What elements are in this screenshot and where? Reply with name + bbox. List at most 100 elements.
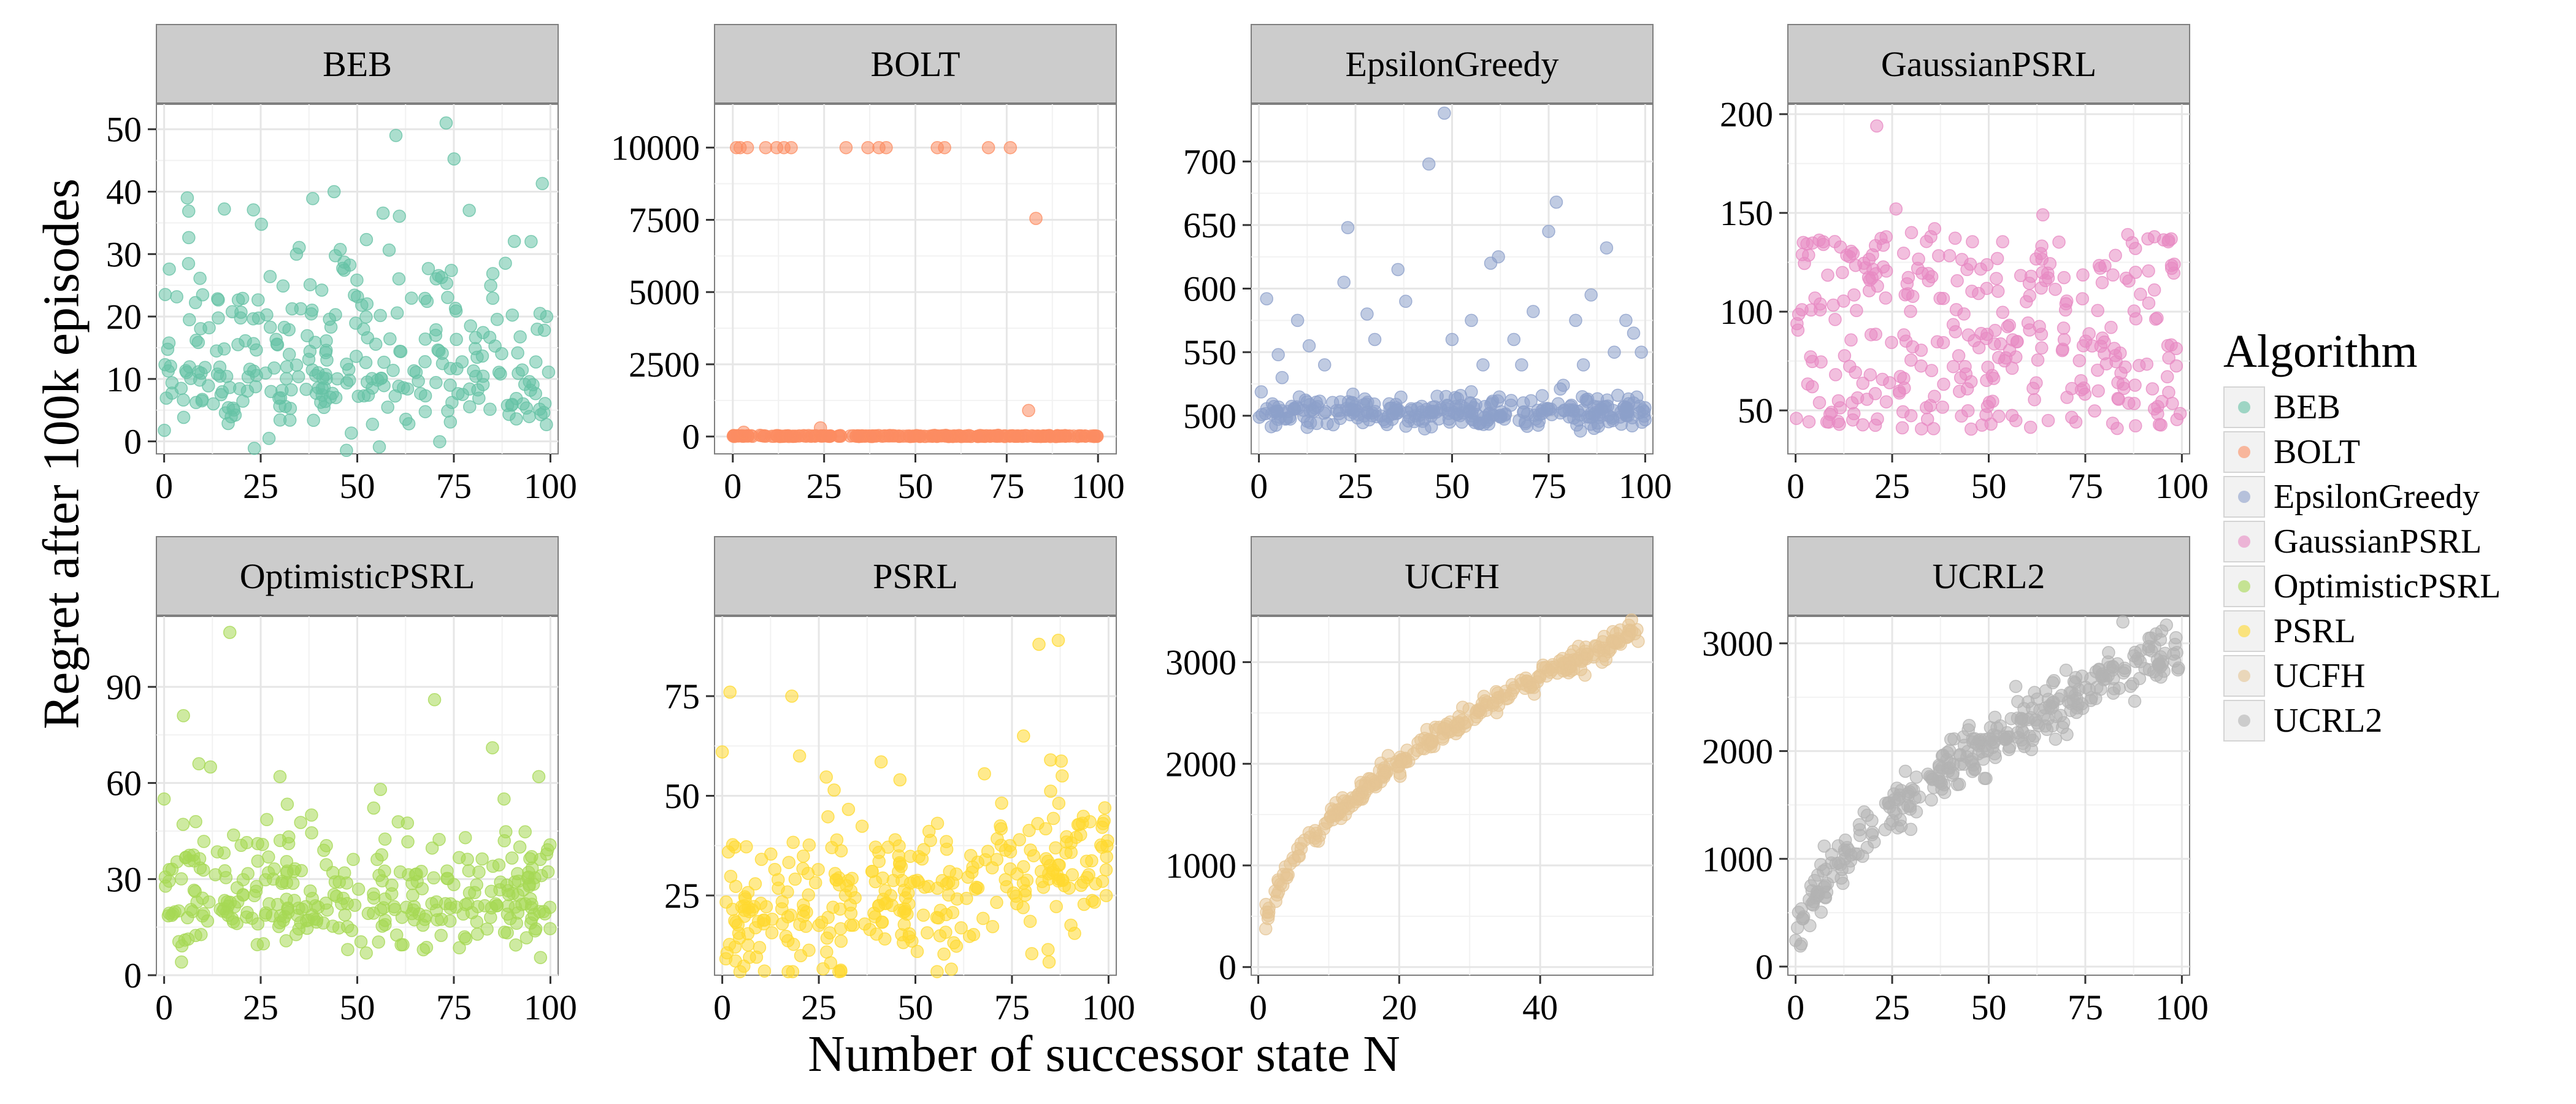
data-point <box>475 852 489 866</box>
data-point <box>2128 694 2142 708</box>
data-point <box>2127 649 2141 662</box>
data-point <box>483 331 497 344</box>
data-point <box>1928 222 1942 236</box>
data-point <box>1032 637 1046 651</box>
legend-key <box>2223 699 2265 742</box>
data-point <box>1896 247 1911 260</box>
data-point <box>743 951 756 964</box>
data-point <box>1530 675 1544 689</box>
data-point <box>1915 422 1928 435</box>
data-point <box>360 297 374 311</box>
data-point <box>2009 680 2023 693</box>
y-tick-label: 2000 <box>1165 744 1236 784</box>
data-point <box>1925 793 1938 807</box>
x-tick-label: 0 <box>1250 466 1268 506</box>
data-point <box>1527 305 1540 318</box>
data-point <box>1000 880 1014 894</box>
legend-label: OptimisticPSRL <box>2274 567 2501 605</box>
data-point <box>1874 231 1888 245</box>
data-point <box>1487 408 1501 422</box>
legend-dot <box>2238 714 2250 727</box>
data-point <box>537 323 551 337</box>
data-point <box>251 311 266 325</box>
y-tick-label: 100 <box>1720 292 1773 332</box>
data-point <box>924 834 937 848</box>
data-point <box>1836 266 1849 280</box>
data-point <box>302 353 316 366</box>
data-point <box>1937 377 1950 391</box>
data-point <box>1046 811 1060 826</box>
data-point <box>304 884 317 898</box>
data-point <box>537 905 551 918</box>
data-point <box>1451 723 1465 737</box>
data-point <box>461 853 474 866</box>
data-point <box>1596 635 1609 648</box>
facet-epsilongreedy: EpsilonGreedy 0 25 50 75 100 500 550 600 650 700 <box>1183 24 1672 506</box>
data-point <box>788 872 802 886</box>
data-point <box>834 934 848 948</box>
data-point <box>1433 720 1447 734</box>
data-point <box>275 383 289 397</box>
y-tick-label: 1000 <box>1165 846 1236 886</box>
data-point <box>285 302 299 316</box>
data-point <box>912 849 926 864</box>
data-point <box>518 825 532 838</box>
data-point <box>1100 839 1114 853</box>
data-point <box>1517 396 1530 410</box>
data-point <box>1041 943 1055 957</box>
data-point <box>1338 808 1352 821</box>
data-point <box>236 888 250 902</box>
data-point <box>797 849 810 863</box>
data-point <box>2164 258 2179 272</box>
data-point <box>883 429 897 442</box>
data-point <box>490 899 504 913</box>
data-point <box>812 919 826 932</box>
data-point <box>470 915 484 929</box>
data-point <box>1849 847 1862 861</box>
facet-optimisticpsrl: OptimisticPSRL 0 25 50 75 100 0 30 60 90 <box>106 536 577 1027</box>
data-point <box>175 955 188 969</box>
data-point <box>1292 849 1306 863</box>
data-point <box>793 918 807 931</box>
data-point <box>2128 378 2142 392</box>
x-tick-label: 25 <box>1338 466 1373 506</box>
data-point <box>248 380 263 394</box>
data-point <box>307 413 320 427</box>
data-point <box>402 417 416 431</box>
data-point <box>534 868 548 883</box>
x-tick-label: 100 <box>1082 987 1135 1027</box>
data-point <box>263 320 277 334</box>
data-point <box>177 410 191 424</box>
data-point <box>1025 947 1039 960</box>
data-point <box>893 773 907 787</box>
data-point <box>376 206 390 220</box>
data-point <box>1422 157 1436 171</box>
data-point <box>884 889 898 903</box>
data-point <box>350 273 364 287</box>
data-point <box>827 783 841 797</box>
data-point <box>299 383 313 396</box>
data-point <box>1906 289 1920 303</box>
data-point <box>2023 289 2037 303</box>
data-point <box>542 365 556 379</box>
data-point <box>1486 696 1500 710</box>
data-point <box>1317 358 1332 372</box>
data-point <box>347 853 360 866</box>
x-tick-label: 50 <box>340 987 375 1027</box>
data-point <box>1965 422 1978 436</box>
data-point <box>357 323 370 336</box>
data-point <box>1862 284 1876 297</box>
data-point <box>305 826 318 840</box>
data-point <box>182 257 196 270</box>
data-point <box>1795 248 1809 261</box>
data-point <box>916 908 930 922</box>
data-point <box>981 140 995 155</box>
data-point <box>1377 769 1391 782</box>
data-point <box>1878 823 1892 837</box>
data-point <box>2031 353 2045 367</box>
data-point <box>410 867 423 881</box>
legend-key <box>2223 610 2265 652</box>
data-point <box>241 867 255 881</box>
data-point <box>1469 398 1482 412</box>
y-tick-label: 3000 <box>1165 643 1236 683</box>
